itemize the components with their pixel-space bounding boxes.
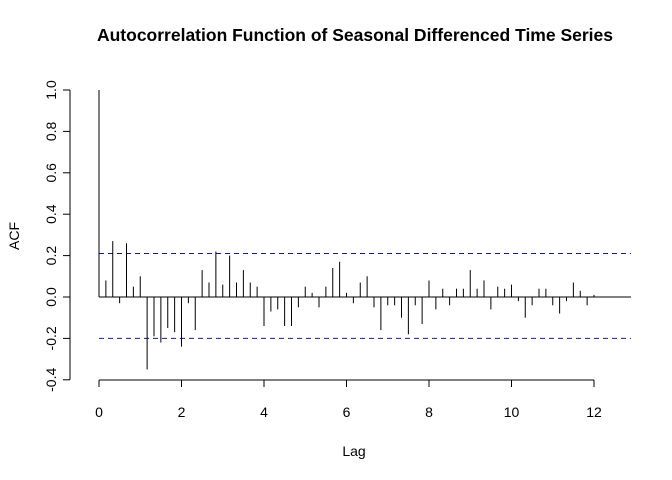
x-axis-label: Lag (342, 443, 365, 459)
y-tick-label: -0.2 (43, 326, 59, 350)
x-tick-label: 2 (178, 404, 186, 420)
plot-area (98, 90, 631, 370)
y-tick-label: 0.6 (43, 163, 59, 183)
y-tick-label: 1.0 (43, 80, 59, 100)
x-tick-label: 12 (586, 404, 602, 420)
y-tick-label: 0.8 (43, 121, 59, 141)
x-axis: 0 2 4 6 8 10 12 (95, 379, 602, 420)
y-axis-label: ACF (6, 222, 22, 250)
y-tick-label: -0.4 (43, 368, 59, 392)
chart-title: Autocorrelation Function of Seasonal Dif… (97, 25, 613, 45)
y-axis: -0.4 -0.2 0.0 0.2 0.4 0.6 0.8 1.0 (43, 80, 71, 392)
x-tick-label: 6 (343, 404, 351, 420)
x-tick-label: 4 (260, 404, 268, 420)
y-tick-label: 0.0 (43, 287, 59, 307)
x-tick-label: 10 (504, 404, 520, 420)
x-tick-label: 8 (425, 404, 433, 420)
y-tick-label: 0.4 (43, 204, 59, 224)
y-tick-label: 0.2 (43, 246, 59, 266)
x-tick-label: 0 (95, 404, 103, 420)
